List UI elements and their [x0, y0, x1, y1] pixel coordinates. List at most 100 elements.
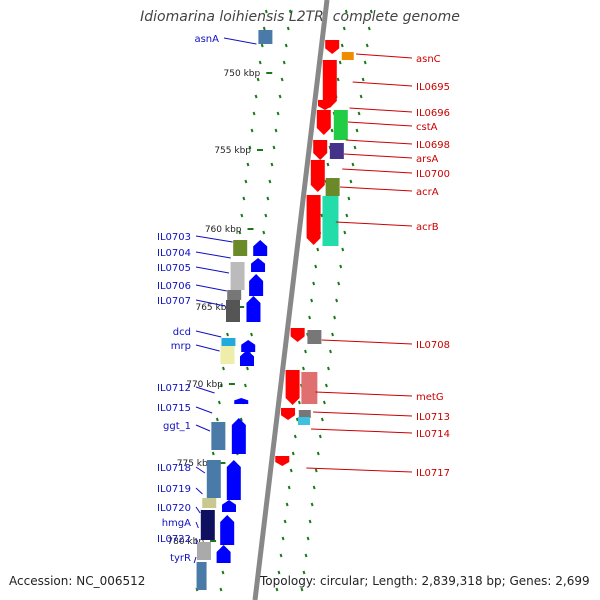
scale-tick-label: 765 kbp: [195, 303, 232, 313]
gene-block-reverse: [298, 410, 311, 418]
gene-arrow-reverse: [316, 110, 331, 135]
guide-dash: [222, 366, 225, 371]
guide-dash: [310, 298, 314, 303]
gene-label-leader: [193, 556, 197, 564]
gene-arrow-forward: [226, 460, 241, 500]
guide-dash: [226, 332, 229, 337]
gene-label-leader: [349, 107, 413, 113]
gene-arrow-forward: [216, 545, 231, 563]
gene-label-forward: IL0707: [157, 296, 191, 307]
gene-label-reverse: IL0696: [416, 108, 450, 119]
guide-dash: [316, 247, 320, 252]
gene-label-leader: [315, 391, 413, 397]
gene-label-reverse: IL0708: [416, 340, 450, 351]
guide-dash: [304, 349, 307, 354]
guide-dash: [256, 77, 260, 82]
gene-label-forward: dcd: [173, 327, 191, 338]
guide-dash: [351, 162, 355, 167]
gene-label-leader: [195, 330, 222, 338]
guide-dash: [264, 213, 268, 218]
gene-label-forward: hmgA: [162, 518, 191, 529]
gene-block-forward: [226, 300, 240, 322]
guide-dash: [252, 111, 256, 116]
gene-label-leader: [195, 506, 201, 514]
gene-label-reverse: asnC: [416, 54, 441, 65]
gene-label-forward: IL0703: [157, 232, 191, 243]
gene-label-leader: [340, 186, 413, 192]
gene-label-leader: [195, 424, 211, 432]
guide-dash: [359, 94, 363, 99]
guide-dash: [367, 26, 371, 31]
gene-label-reverse: IL0695: [416, 82, 450, 93]
gene-arrow-forward: [220, 515, 235, 545]
guide-dash: [283, 519, 287, 524]
guide-dash: [326, 162, 330, 167]
guide-dash: [320, 417, 324, 422]
gene-block-reverse: [329, 143, 344, 159]
guide-dash: [295, 417, 299, 422]
genome-summary-caption: Topology: circular; Length: 2,839,318 bp…: [260, 574, 590, 588]
gene-block-reverse: [301, 372, 318, 404]
guide-dash: [343, 230, 347, 235]
accession-caption: Accession: NC_006512: [9, 574, 146, 588]
guide-dash: [215, 417, 219, 422]
gene-label-reverse: metG: [416, 392, 444, 403]
guide-dash: [276, 111, 280, 116]
gene-label-reverse: acrA: [416, 187, 439, 198]
gene-block-reverse: [325, 178, 340, 196]
gene-label-leader: [195, 299, 226, 307]
guide-dash: [341, 247, 345, 252]
gene-arrow-forward: [222, 500, 236, 512]
guide-dash: [340, 43, 344, 48]
guide-dash: [278, 94, 282, 99]
gene-block-forward: [220, 346, 235, 364]
guide-dash: [314, 468, 318, 473]
gene-label-leader: [195, 266, 230, 274]
guide-dash: [248, 145, 252, 150]
gene-block-forward: [227, 290, 242, 300]
guide-dash: [331, 332, 334, 337]
guide-dash: [333, 315, 337, 320]
gene-label-leader: [195, 284, 227, 292]
guide-dash: [347, 196, 351, 201]
gene-block-reverse: [297, 417, 310, 425]
guide-dash: [274, 128, 278, 133]
gene-arrow-reverse: [306, 195, 321, 245]
guide-dash: [288, 9, 292, 14]
guide-dash: [320, 213, 324, 218]
gene-label-forward: IL0722: [157, 534, 191, 545]
guide-dash: [250, 332, 253, 337]
guide-dash: [250, 128, 254, 133]
gene-arrow-forward: [240, 350, 254, 366]
gene-label-forward: IL0712: [157, 383, 191, 394]
guide-dash: [275, 587, 279, 592]
gene-label-leader: [356, 53, 413, 59]
guide-dash: [306, 536, 310, 541]
guide-dash: [285, 502, 289, 507]
gene-block-forward: [211, 422, 226, 450]
gene-arrow-forward: [253, 240, 268, 256]
guide-dash: [217, 400, 221, 405]
gene-arrow-reverse: [281, 408, 296, 420]
gene-label-reverse: cstA: [416, 122, 438, 133]
gene-label-leader: [344, 153, 413, 159]
guide-dash: [238, 230, 242, 235]
guide-dash: [361, 77, 365, 82]
gene-arrow-reverse: [322, 60, 337, 108]
gene-label-reverse: IL0717: [416, 468, 450, 479]
guide-dash: [327, 366, 330, 371]
gene-label-leader: [313, 411, 413, 417]
gene-label-leader: [223, 37, 257, 45]
guide-dash: [357, 111, 361, 116]
gene-label-forward: IL0704: [157, 248, 191, 259]
guide-dash: [268, 179, 272, 184]
guide-dash: [262, 26, 266, 31]
scale-tick-label: 780 kbp: [167, 537, 204, 547]
guide-dash: [281, 536, 285, 541]
gene-arrow-reverse: [310, 160, 325, 192]
genome-backbone: [252, 0, 330, 600]
gene-block-reverse: [333, 110, 348, 140]
gene-label-leader: [195, 251, 231, 259]
gene-arrow-forward: [241, 340, 256, 352]
guide-dash: [246, 162, 250, 167]
